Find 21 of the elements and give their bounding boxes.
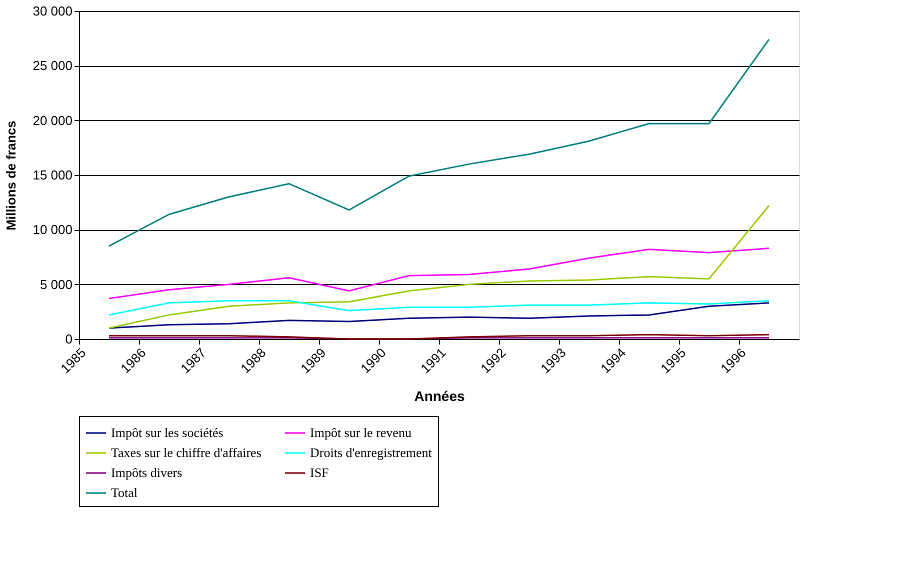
y-tick-label: 0 — [65, 332, 72, 346]
y-tick-label: 20 000 — [32, 112, 72, 128]
line-series — [108, 204, 770, 329]
legend-label: Taxes sur le chiffre d'affaires — [111, 445, 262, 460]
y-tick-label: 30 000 — [32, 4, 72, 18]
line-series — [108, 38, 770, 247]
legend-label: ISF — [310, 465, 329, 480]
x-axis-title: Années — [414, 388, 465, 404]
legend-label: Impôts divers — [111, 465, 182, 480]
y-tick-label: 25 000 — [32, 58, 72, 74]
line-series — [108, 248, 770, 300]
legend-label: Droits d'enregistrement — [310, 445, 432, 460]
legend-label: Impôt sur les sociétés — [111, 425, 224, 440]
y-axis-title: Millions de francs — [4, 120, 19, 230]
line-series — [108, 300, 770, 316]
y-tick-label: 15 000 — [32, 168, 72, 182]
legend-label: Total — [111, 485, 138, 500]
line-series — [108, 302, 770, 329]
y-tick-label: 5 000 — [40, 276, 72, 292]
legend-label: Impôt sur le revenu — [310, 425, 412, 440]
y-tick-label: 10 000 — [32, 222, 72, 238]
